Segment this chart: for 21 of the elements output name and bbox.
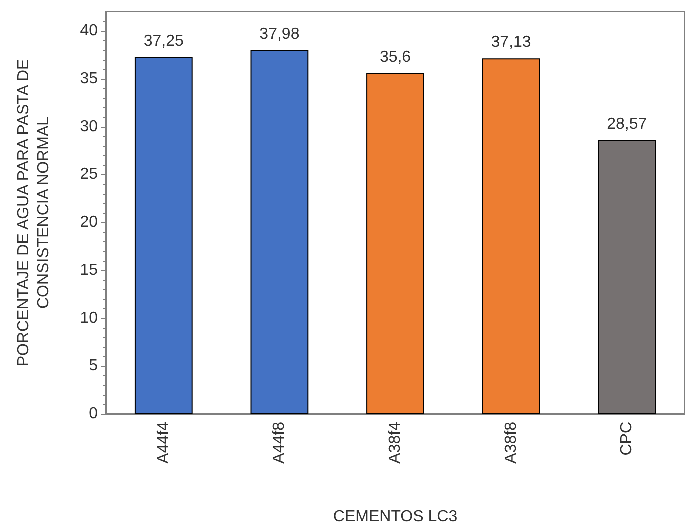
data-label: 37,25 bbox=[144, 32, 184, 50]
x-axis-title: CEMENTOS LC3 bbox=[333, 508, 458, 526]
y-tick-label: 25 bbox=[80, 166, 98, 184]
data-label: 35,6 bbox=[380, 48, 412, 66]
y-tick-label: 10 bbox=[80, 310, 98, 327]
y-tick-label: 20 bbox=[80, 214, 98, 232]
x-tick-label: A44f4 bbox=[155, 422, 172, 464]
y-axis-title: PORCENTAJE DE AGUA PARA PASTA DE CONSISTENCIA NORMAL bbox=[16, 59, 52, 367]
data-label: 37,98 bbox=[260, 26, 300, 43]
x-tick-label: A44f8 bbox=[271, 422, 288, 464]
y-tick-label: 30 bbox=[80, 118, 98, 136]
x-tick-label: CPC bbox=[618, 422, 636, 456]
data-label: 37,13 bbox=[491, 34, 532, 52]
x-tick-label: A38f4 bbox=[387, 422, 404, 464]
y-tick-label: 0 bbox=[89, 406, 98, 422]
data-label: 28,57 bbox=[607, 116, 648, 134]
y-tick-label: 15 bbox=[80, 262, 98, 279]
x-tick-label: A38f8 bbox=[502, 422, 520, 464]
y-tick-label: 35 bbox=[80, 70, 98, 88]
y-tick-label: 40 bbox=[80, 22, 98, 40]
y-tick-label: 5 bbox=[89, 358, 98, 375]
